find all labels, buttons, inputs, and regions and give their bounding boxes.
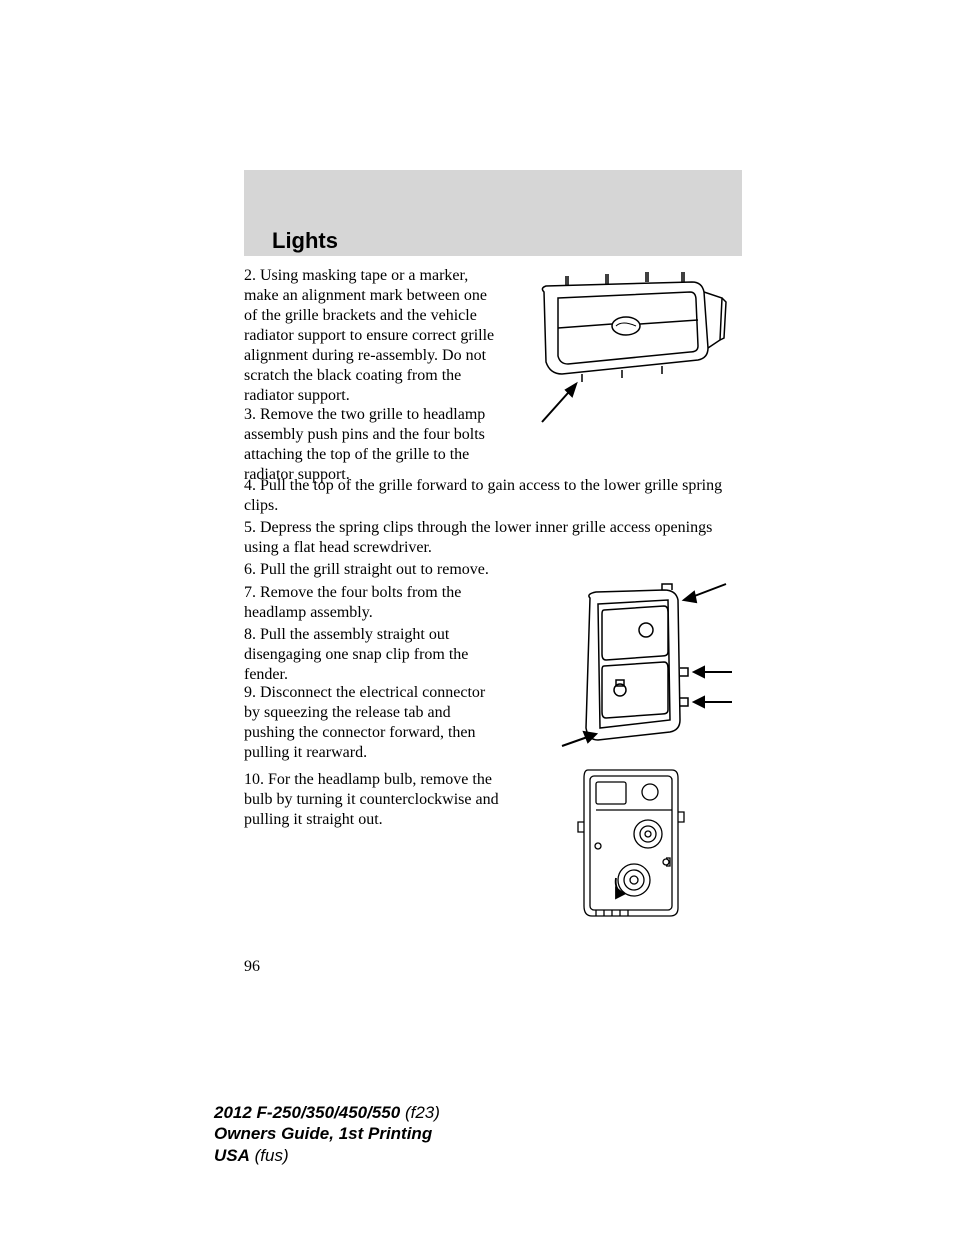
footer-region-code: (fus): [250, 1146, 289, 1165]
footer-line-2: Owners Guide, 1st Printing: [214, 1123, 440, 1144]
section-title: Lights: [272, 228, 338, 254]
step-2-text: 2. Using masking tape or a marker, make …: [244, 266, 504, 406]
step-4-text: 4. Pull the top of the grille forward to…: [244, 476, 736, 516]
grille-diagram: [522, 262, 736, 432]
step-9-text: 9. Disconnect the electrical connector b…: [244, 683, 504, 763]
step-3-text: 3. Remove the two grille to headlamp ass…: [244, 405, 504, 485]
footer-line-3: USA (fus): [214, 1145, 440, 1166]
footer-region: USA: [214, 1146, 250, 1165]
step-10-text: 10. For the headlamp bulb, remove the bu…: [244, 770, 504, 830]
step-5-text: 5. Depress the spring clips through the …: [244, 518, 736, 558]
step-6-text: 6. Pull the grill straight out to remove…: [244, 560, 736, 580]
headlamp-rear-diagram: [576, 762, 686, 922]
footer-code: (f23): [400, 1103, 440, 1122]
step-8-text: 8. Pull the assembly straight out diseng…: [244, 625, 504, 685]
footer-line-1: 2012 F-250/350/450/550 (f23): [214, 1102, 440, 1123]
headlamp-front-diagram: [556, 580, 736, 750]
step-7-text: 7. Remove the four bolts from the headla…: [244, 583, 504, 623]
footer-model: 2012 F-250/350/450/550: [214, 1103, 400, 1122]
page-number: 96: [244, 958, 260, 976]
footer-block: 2012 F-250/350/450/550 (f23) Owners Guid…: [214, 1102, 440, 1166]
